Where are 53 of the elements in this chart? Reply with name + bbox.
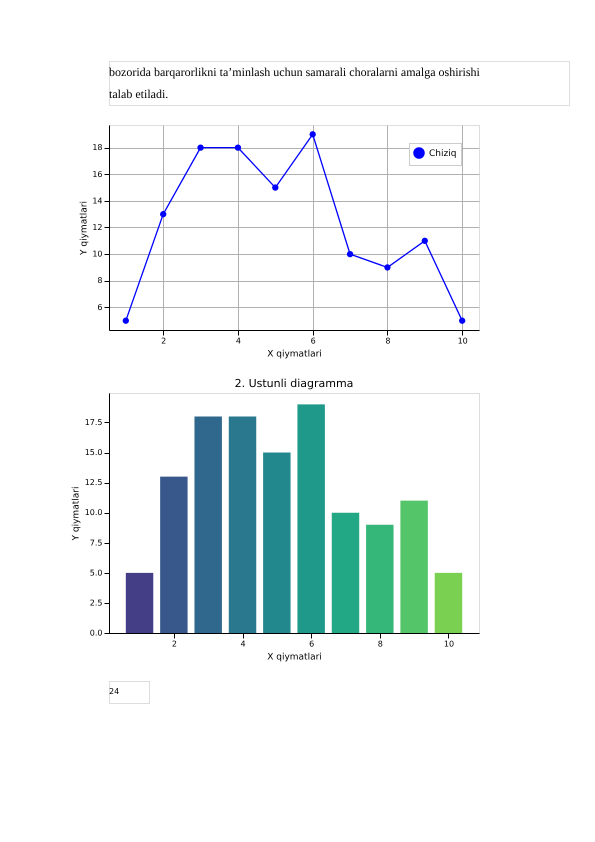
y-tick-label: 10.0: [84, 508, 102, 518]
point: [160, 211, 166, 218]
point: [346, 250, 354, 258]
point: [384, 264, 391, 271]
legend-label: Chiziq: [429, 149, 456, 159]
y-axis-title: Y qiymatlari: [72, 486, 82, 542]
bar: [160, 476, 188, 633]
y-tick-label: 5.0: [90, 568, 102, 578]
text: bozorida barqarorlikni ta’minlash uchun samarali choralarni amalga oshirishi talab etiladi.: [109, 65, 481, 101]
y-tick-label: 7.5: [90, 538, 102, 548]
x-tick-label: 6: [309, 640, 314, 648]
x-tick-label: 8: [385, 336, 390, 346]
bar: [194, 416, 222, 633]
y-tick-label: 17.5: [84, 418, 102, 427]
point: [122, 318, 129, 324]
y-axis-title: Y qiymatlari: [79, 201, 90, 256]
bar: [434, 572, 462, 633]
y-tick-label: 16: [92, 170, 102, 179]
point: [459, 318, 466, 324]
bar: [228, 416, 256, 633]
x-tick-label: 2: [161, 336, 166, 346]
bar: [126, 572, 154, 633]
point: [422, 238, 428, 244]
bar: [366, 524, 394, 633]
y-tick-label: 10: [92, 250, 102, 259]
chart-title: 2. Ustunli diagramma: [234, 377, 354, 390]
x-tick-label: 10: [458, 336, 468, 346]
x-tick-label: 8: [378, 640, 383, 648]
x-axis-title: X qiymatlari: [267, 350, 322, 360]
bar: [400, 500, 428, 633]
y-tick-label: 18: [92, 143, 102, 152]
text: 24: [109, 687, 120, 696]
y-tick-label: 8: [97, 276, 102, 286]
bar: [332, 512, 360, 633]
x-tick-label: 6: [310, 336, 316, 346]
y-tick-label: 0.0: [90, 628, 102, 638]
y-tick-label: 2.5: [90, 598, 102, 608]
point: [234, 144, 242, 151]
y-tick-label: 14: [92, 196, 102, 206]
point: [310, 131, 316, 138]
y-tick-label: 12.5: [84, 478, 102, 488]
y-tick-label: 12: [92, 223, 102, 232]
x-tick-label: 10: [444, 640, 454, 648]
bar: [263, 452, 291, 633]
point: [197, 144, 204, 151]
x-tick-label: 4: [240, 640, 246, 648]
point: [272, 184, 278, 191]
x-tick-label: 4: [236, 336, 241, 346]
y-tick-label: 6: [97, 302, 102, 312]
bar: [297, 404, 325, 633]
x-axis-title: X qiymatlari: [267, 652, 322, 662]
x-tick-label: 2: [172, 640, 177, 648]
y-tick-label: 15.0: [84, 448, 102, 458]
